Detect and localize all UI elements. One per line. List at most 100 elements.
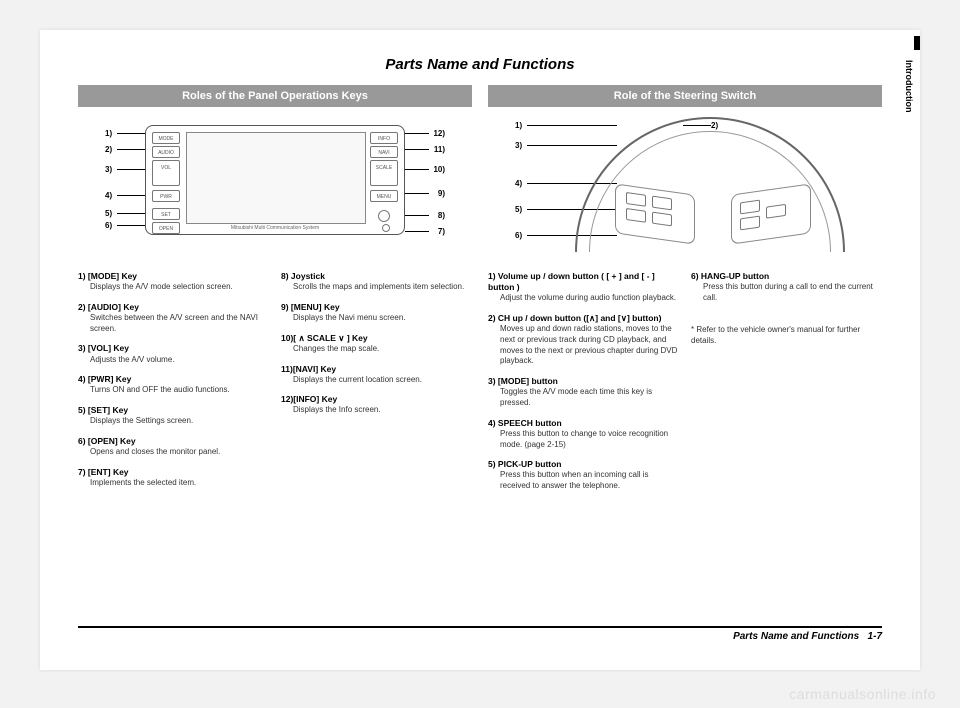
btn-set: SET (152, 208, 180, 220)
left-desc-col1: 1) [MODE] KeyDisplays the A/V mode selec… (78, 271, 269, 498)
footer-label: Parts Name and Functions (733, 631, 859, 642)
callout-line (405, 193, 429, 194)
item-title: 1) Volume up / down button ( [ + ] and [… (488, 271, 679, 293)
item-desc: Displays the current location screen. (281, 375, 472, 386)
item-desc: Implements the selected item. (78, 478, 269, 489)
btn-audio: AUDIO (152, 146, 180, 158)
item: 3) [VOL] KeyAdjusts the A/V volume. (78, 343, 269, 365)
item: 4) [PWR] KeyTurns ON and OFF the audio f… (78, 374, 269, 396)
btn-pwr: PWR (152, 190, 180, 202)
callout-line (527, 145, 617, 146)
footnote: * Refer to the vehicle owner's manual fo… (691, 324, 882, 346)
item-title: 3) [VOL] Key (78, 343, 269, 354)
sc-6: 6) (515, 231, 522, 240)
item-desc: Opens and closes the monitor panel. (78, 447, 269, 458)
page-footer: Parts Name and Functions 1-7 (78, 626, 882, 642)
callout-line (527, 125, 617, 126)
item: 1) Volume up / down button ( [ + ] and [… (488, 271, 679, 304)
steer-btn (626, 208, 646, 223)
item-title: 5) PICK-UP button (488, 459, 679, 470)
brand-text: Mitsubishi Multi Communication System (146, 225, 404, 231)
item-title: 8) Joystick (281, 271, 472, 282)
item: 1) [MODE] KeyDisplays the A/V mode selec… (78, 271, 269, 293)
item-title: 3) [MODE] button (488, 376, 679, 387)
steer-btn (652, 212, 672, 227)
footer-page: 1-7 (868, 631, 882, 642)
item: 2) CH up / down button ([∧] and [∨] butt… (488, 313, 679, 367)
callout-line (117, 195, 145, 196)
panel-diagram: 1) 2) 3) 4) 5) 6) 12) 11) 10) 9) (105, 117, 445, 257)
item-desc: Adjusts the A/V volume. (78, 355, 269, 366)
callout-3: 3) (105, 165, 112, 174)
item-desc: Adjust the volume during audio function … (488, 293, 679, 304)
item-title: 10)[ ∧ SCALE ∨ ] Key (281, 333, 472, 344)
item: 10)[ ∧ SCALE ∨ ] KeyChanges the map scal… (281, 333, 472, 355)
right-desc-col2: 6) HANG-UP buttonPress this button durin… (691, 271, 882, 501)
callout-8: 8) (438, 211, 445, 220)
left-desc-columns: 1) [MODE] KeyDisplays the A/V mode selec… (78, 271, 472, 498)
callout-line (405, 215, 429, 216)
callout-2: 2) (105, 145, 112, 154)
item-title: 4) SPEECH button (488, 418, 679, 429)
btn-open: OPEN (152, 222, 180, 234)
btn-scale: SCALE (370, 160, 398, 186)
item: 5) PICK-UP buttonPress this button when … (488, 459, 679, 492)
item-title: 6) HANG-UP button (691, 271, 882, 282)
right-desc-columns: 1) Volume up / down button ( [ + ] and [… (488, 271, 882, 501)
steer-btn (652, 196, 672, 211)
item: 2) [AUDIO] KeySwitches between the A/V s… (78, 302, 269, 335)
btn-navi: NAVI (370, 146, 398, 158)
item-title: 1) [MODE] Key (78, 271, 269, 282)
callout-4: 4) (105, 191, 112, 200)
steering-diagram: 1) 3) 4) 5) 6) 2) (515, 117, 855, 257)
callout-5: 5) (105, 209, 112, 218)
lcd-screen (186, 132, 366, 224)
page: Introduction Parts Name and Functions Ro… (40, 30, 920, 670)
right-section-header: Role of the Steering Switch (488, 85, 882, 107)
item: 8) JoystickScrolls the maps and implemen… (281, 271, 472, 293)
right-column: Role of the Steering Switch 1) 3) 4) 5) … (488, 85, 882, 501)
item-desc: Changes the map scale. (281, 344, 472, 355)
callout-line (117, 225, 145, 226)
content-columns: Roles of the Panel Operations Keys 1) 2)… (40, 73, 920, 501)
callout-12: 12) (433, 129, 445, 138)
item-title: 2) CH up / down button ([∧] and [∨] butt… (488, 313, 679, 324)
item-title: 6) [OPEN] Key (78, 436, 269, 447)
callout-line (405, 149, 429, 150)
item: 11)[NAVI] KeyDisplays the current locati… (281, 364, 472, 386)
item-title: 11)[NAVI] Key (281, 364, 472, 375)
item: 6) [OPEN] KeyOpens and closes the monito… (78, 436, 269, 458)
callout-9: 9) (438, 189, 445, 198)
sc-1: 1) (515, 121, 522, 130)
steer-btn (766, 204, 786, 219)
sc-4: 4) (515, 179, 522, 188)
callout-line (117, 133, 145, 134)
side-label: Introduction (904, 60, 914, 113)
sc-5: 5) (515, 205, 522, 214)
head-unit: Mitsubishi Multi Communication System MO… (145, 125, 405, 235)
item-desc: Switches between the A/V screen and the … (78, 313, 269, 335)
item-desc: Turns ON and OFF the audio functions. (78, 385, 269, 396)
btn-info: INFO (370, 132, 398, 144)
callout-7: 7) (438, 227, 445, 236)
item-title: 4) [PWR] Key (78, 374, 269, 385)
callout-11: 11) (434, 145, 445, 154)
steer-btn (740, 216, 760, 231)
item: 12)[INFO] KeyDisplays the Info screen. (281, 394, 472, 416)
left-section-header: Roles of the Panel Operations Keys (78, 85, 472, 107)
item-desc: Displays the Info screen. (281, 405, 472, 416)
item: 6) HANG-UP buttonPress this button durin… (691, 271, 882, 304)
item-desc: Press this button when an incoming call … (488, 470, 679, 492)
page-title: Parts Name and Functions (40, 30, 920, 73)
left-desc-col2: 8) JoystickScrolls the maps and implemen… (281, 271, 472, 498)
item: 5) [SET] KeyDisplays the Settings screen… (78, 405, 269, 427)
ent-key (382, 224, 390, 232)
item-title: 5) [SET] Key (78, 405, 269, 416)
callout-line (117, 149, 145, 150)
callout-6: 6) (105, 221, 112, 230)
item-title: 7) [ENT] Key (78, 467, 269, 478)
item-desc: Toggles the A/V mode each time this key … (488, 387, 679, 409)
right-desc-col1: 1) Volume up / down button ( [ + ] and [… (488, 271, 679, 501)
callout-10: 10) (433, 165, 445, 174)
callout-line (405, 133, 429, 134)
